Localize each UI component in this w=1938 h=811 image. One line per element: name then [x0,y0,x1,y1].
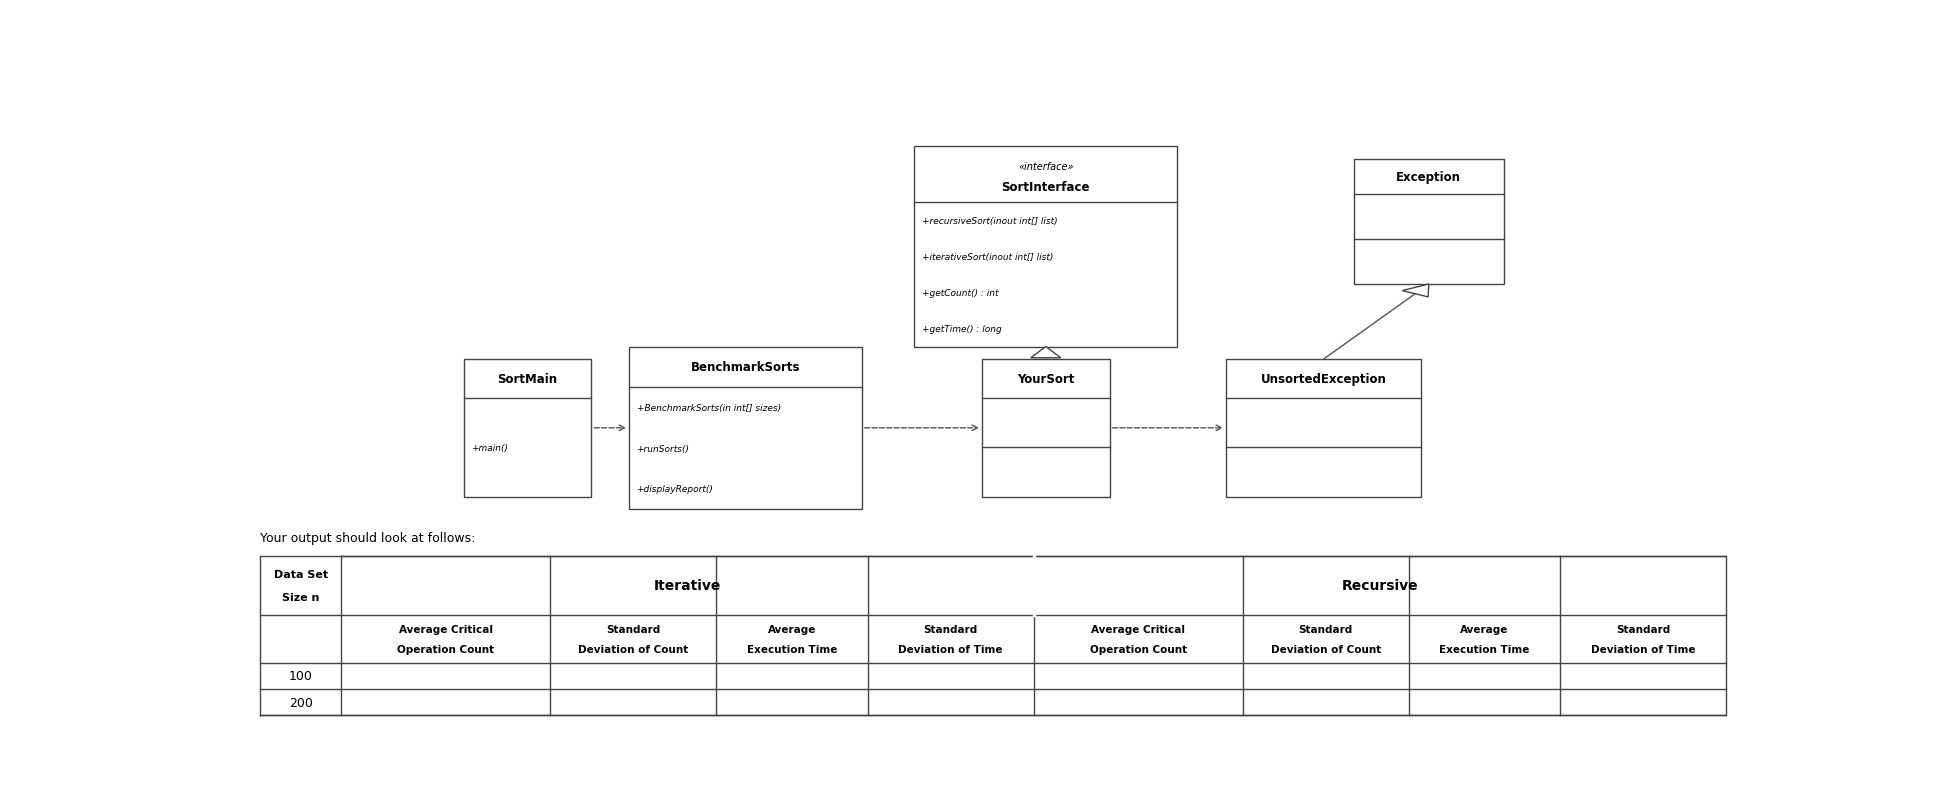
Bar [983,359,1110,497]
Bar [1227,359,1421,497]
Text: Execution Time: Execution Time [1440,644,1529,654]
Text: Deviation of Time: Deviation of Time [1591,644,1696,654]
Text: Deviation of Time: Deviation of Time [899,644,1002,654]
Text: Data Set: Data Set [273,569,328,580]
Text: Deviation of Count: Deviation of Count [578,644,688,654]
Text: +BenchmarkSorts(in int[] sizes): +BenchmarkSorts(in int[] sizes) [636,404,781,413]
Text: +getTime() : long: +getTime() : long [922,324,1002,333]
Text: Execution Time: Execution Time [746,644,837,654]
Text: SortInterface: SortInterface [1002,181,1089,194]
Bar [1353,160,1504,285]
Text: +getCount() : int: +getCount() : int [922,289,998,298]
Bar [463,359,591,497]
Bar [915,148,1176,347]
Text: YourSort: YourSort [1017,372,1074,385]
Text: Standard: Standard [1298,624,1353,634]
Text: «interface»: «interface» [1017,162,1074,172]
Text: +recursiveSort(inout int[] list): +recursiveSort(inout int[] list) [922,217,1058,225]
Text: Standard: Standard [607,624,661,634]
Text: Size n: Size n [281,592,320,602]
Text: SortMain: SortMain [498,372,558,385]
Text: Standard: Standard [922,624,977,634]
Text: Standard: Standard [1616,624,1671,634]
Text: 100: 100 [289,670,312,683]
Text: Deviation of Count: Deviation of Count [1271,644,1382,654]
Polygon shape [1031,347,1060,358]
Text: Operation Count: Operation Count [1089,644,1186,654]
Text: +displayReport(): +displayReport() [636,485,713,494]
Text: +runSorts(): +runSorts() [636,444,690,453]
Text: +main(): +main() [471,443,508,452]
Text: Average Critical: Average Critical [399,624,492,634]
Text: BenchmarkSorts: BenchmarkSorts [690,361,800,374]
Bar [630,347,862,509]
Text: UnsortedException: UnsortedException [1262,372,1386,385]
Text: Average Critical: Average Critical [1091,624,1186,634]
Polygon shape [1403,285,1428,298]
Text: Recursive: Recursive [1341,579,1419,593]
Text: 200: 200 [289,696,312,709]
Text: Average: Average [767,624,816,634]
Text: Your output should look at follows:: Your output should look at follows: [260,531,475,544]
Text: Exception: Exception [1395,171,1461,184]
Text: Iterative: Iterative [653,579,721,593]
Text: +iterativeSort(inout int[] list): +iterativeSort(inout int[] list) [922,253,1052,262]
Text: Average: Average [1461,624,1508,634]
Text: Operation Count: Operation Count [397,644,494,654]
